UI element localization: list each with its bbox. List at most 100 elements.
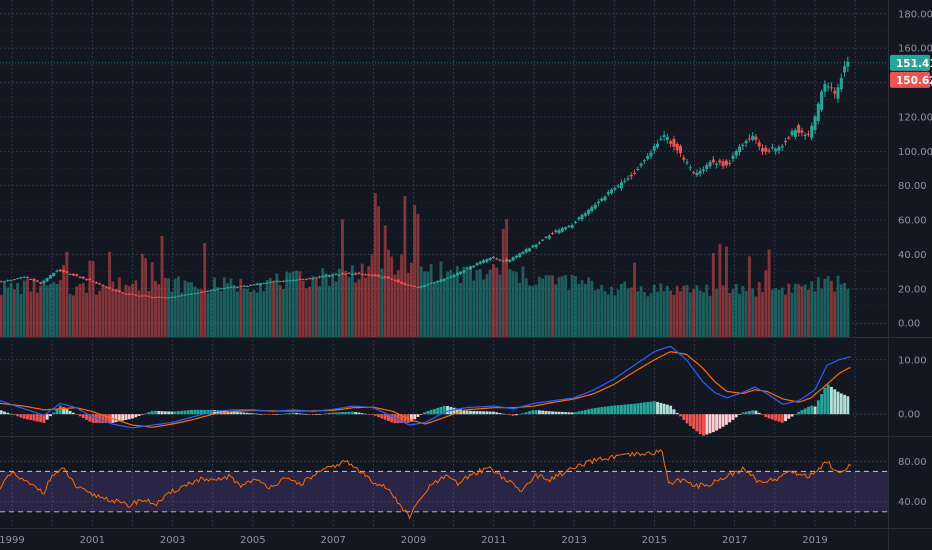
candle[interactable] xyxy=(216,288,220,290)
candle[interactable] xyxy=(373,273,377,277)
candle[interactable] xyxy=(685,158,689,166)
candle[interactable] xyxy=(383,275,387,279)
last-price-tag[interactable]: 151.41 xyxy=(890,54,932,71)
prev-close-tag[interactable]: 150.62 xyxy=(890,71,932,88)
candle[interactable] xyxy=(616,183,620,189)
candle[interactable] xyxy=(255,282,259,286)
candle[interactable] xyxy=(363,273,367,276)
candle[interactable] xyxy=(0,280,3,283)
candle[interactable] xyxy=(262,282,266,285)
candle[interactable] xyxy=(698,167,702,177)
candle[interactable] xyxy=(751,132,755,142)
candle[interactable] xyxy=(482,259,486,264)
candle[interactable] xyxy=(249,284,253,287)
candle[interactable] xyxy=(501,259,505,262)
candle[interactable] xyxy=(400,281,404,285)
candle[interactable] xyxy=(94,281,98,284)
candle[interactable] xyxy=(659,135,663,142)
candle[interactable] xyxy=(130,293,134,296)
candle[interactable] xyxy=(16,277,20,280)
candle[interactable] xyxy=(423,284,427,288)
candle[interactable] xyxy=(665,133,669,144)
candle[interactable] xyxy=(91,280,95,283)
candle[interactable] xyxy=(419,285,423,289)
candle[interactable] xyxy=(744,139,748,147)
candle[interactable] xyxy=(252,283,256,286)
candle[interactable] xyxy=(800,127,804,137)
candle[interactable] xyxy=(528,247,532,253)
candle[interactable] xyxy=(29,278,33,280)
candle[interactable] xyxy=(321,275,325,278)
candle[interactable] xyxy=(153,296,157,298)
candle[interactable] xyxy=(219,287,223,290)
candle[interactable] xyxy=(551,231,555,235)
candle[interactable] xyxy=(390,278,394,280)
candle[interactable] xyxy=(157,296,161,298)
candle[interactable] xyxy=(505,257,509,263)
candle[interactable] xyxy=(344,273,348,275)
candle[interactable] xyxy=(209,289,213,292)
candle[interactable] xyxy=(308,277,312,280)
candle[interactable] xyxy=(232,286,236,288)
candle[interactable] xyxy=(810,122,814,141)
candle[interactable] xyxy=(465,266,469,270)
candle[interactable] xyxy=(784,138,788,146)
candle[interactable] xyxy=(603,195,607,202)
candle[interactable] xyxy=(65,270,69,274)
candle[interactable] xyxy=(245,285,249,287)
candle[interactable] xyxy=(701,166,705,174)
candle[interactable] xyxy=(6,279,10,282)
candle[interactable] xyxy=(741,143,745,150)
candle[interactable] xyxy=(610,187,614,195)
candle[interactable] xyxy=(544,236,548,239)
candle[interactable] xyxy=(275,280,279,283)
candle[interactable] xyxy=(833,87,837,99)
candle[interactable] xyxy=(22,276,26,279)
candle[interactable] xyxy=(711,155,715,165)
candle[interactable] xyxy=(754,133,758,144)
candle[interactable] xyxy=(570,223,574,229)
candle[interactable] xyxy=(662,131,666,142)
candle[interactable] xyxy=(449,275,453,279)
candle[interactable] xyxy=(485,258,489,264)
candle[interactable] xyxy=(462,269,466,274)
candle[interactable] xyxy=(495,257,499,261)
candle[interactable] xyxy=(652,143,656,155)
candle[interactable] xyxy=(678,144,682,157)
candle[interactable] xyxy=(774,147,778,155)
candle[interactable] xyxy=(186,293,190,296)
candle[interactable] xyxy=(646,153,650,161)
candle[interactable] xyxy=(75,273,79,277)
candle[interactable] xyxy=(636,166,640,172)
candle[interactable] xyxy=(9,279,13,282)
candle[interactable] xyxy=(45,277,49,283)
candle[interactable] xyxy=(291,279,295,282)
candle[interactable] xyxy=(235,286,239,289)
candle[interactable] xyxy=(196,292,200,295)
candle[interactable] xyxy=(820,89,824,112)
candle[interactable] xyxy=(206,290,210,293)
candle[interactable] xyxy=(718,158,722,166)
candle[interactable] xyxy=(295,279,299,281)
candle[interactable] xyxy=(298,278,302,280)
candle[interactable] xyxy=(104,285,108,289)
candle[interactable] xyxy=(301,278,305,281)
candle[interactable] xyxy=(170,296,174,298)
candle[interactable] xyxy=(360,273,364,276)
candle[interactable] xyxy=(541,238,545,242)
candle[interactable] xyxy=(314,276,318,279)
candle[interactable] xyxy=(101,284,105,287)
candle[interactable] xyxy=(629,172,633,180)
candle[interactable] xyxy=(380,276,384,279)
candle[interactable] xyxy=(3,280,7,283)
candle[interactable] xyxy=(258,282,262,286)
candle[interactable] xyxy=(836,83,840,103)
candle[interactable] xyxy=(58,269,62,273)
candle[interactable] xyxy=(347,271,351,274)
macd-line[interactable] xyxy=(0,345,851,429)
candle[interactable] xyxy=(846,56,850,72)
candle[interactable] xyxy=(656,139,660,150)
candle[interactable] xyxy=(42,280,46,284)
candle[interactable] xyxy=(738,143,742,156)
